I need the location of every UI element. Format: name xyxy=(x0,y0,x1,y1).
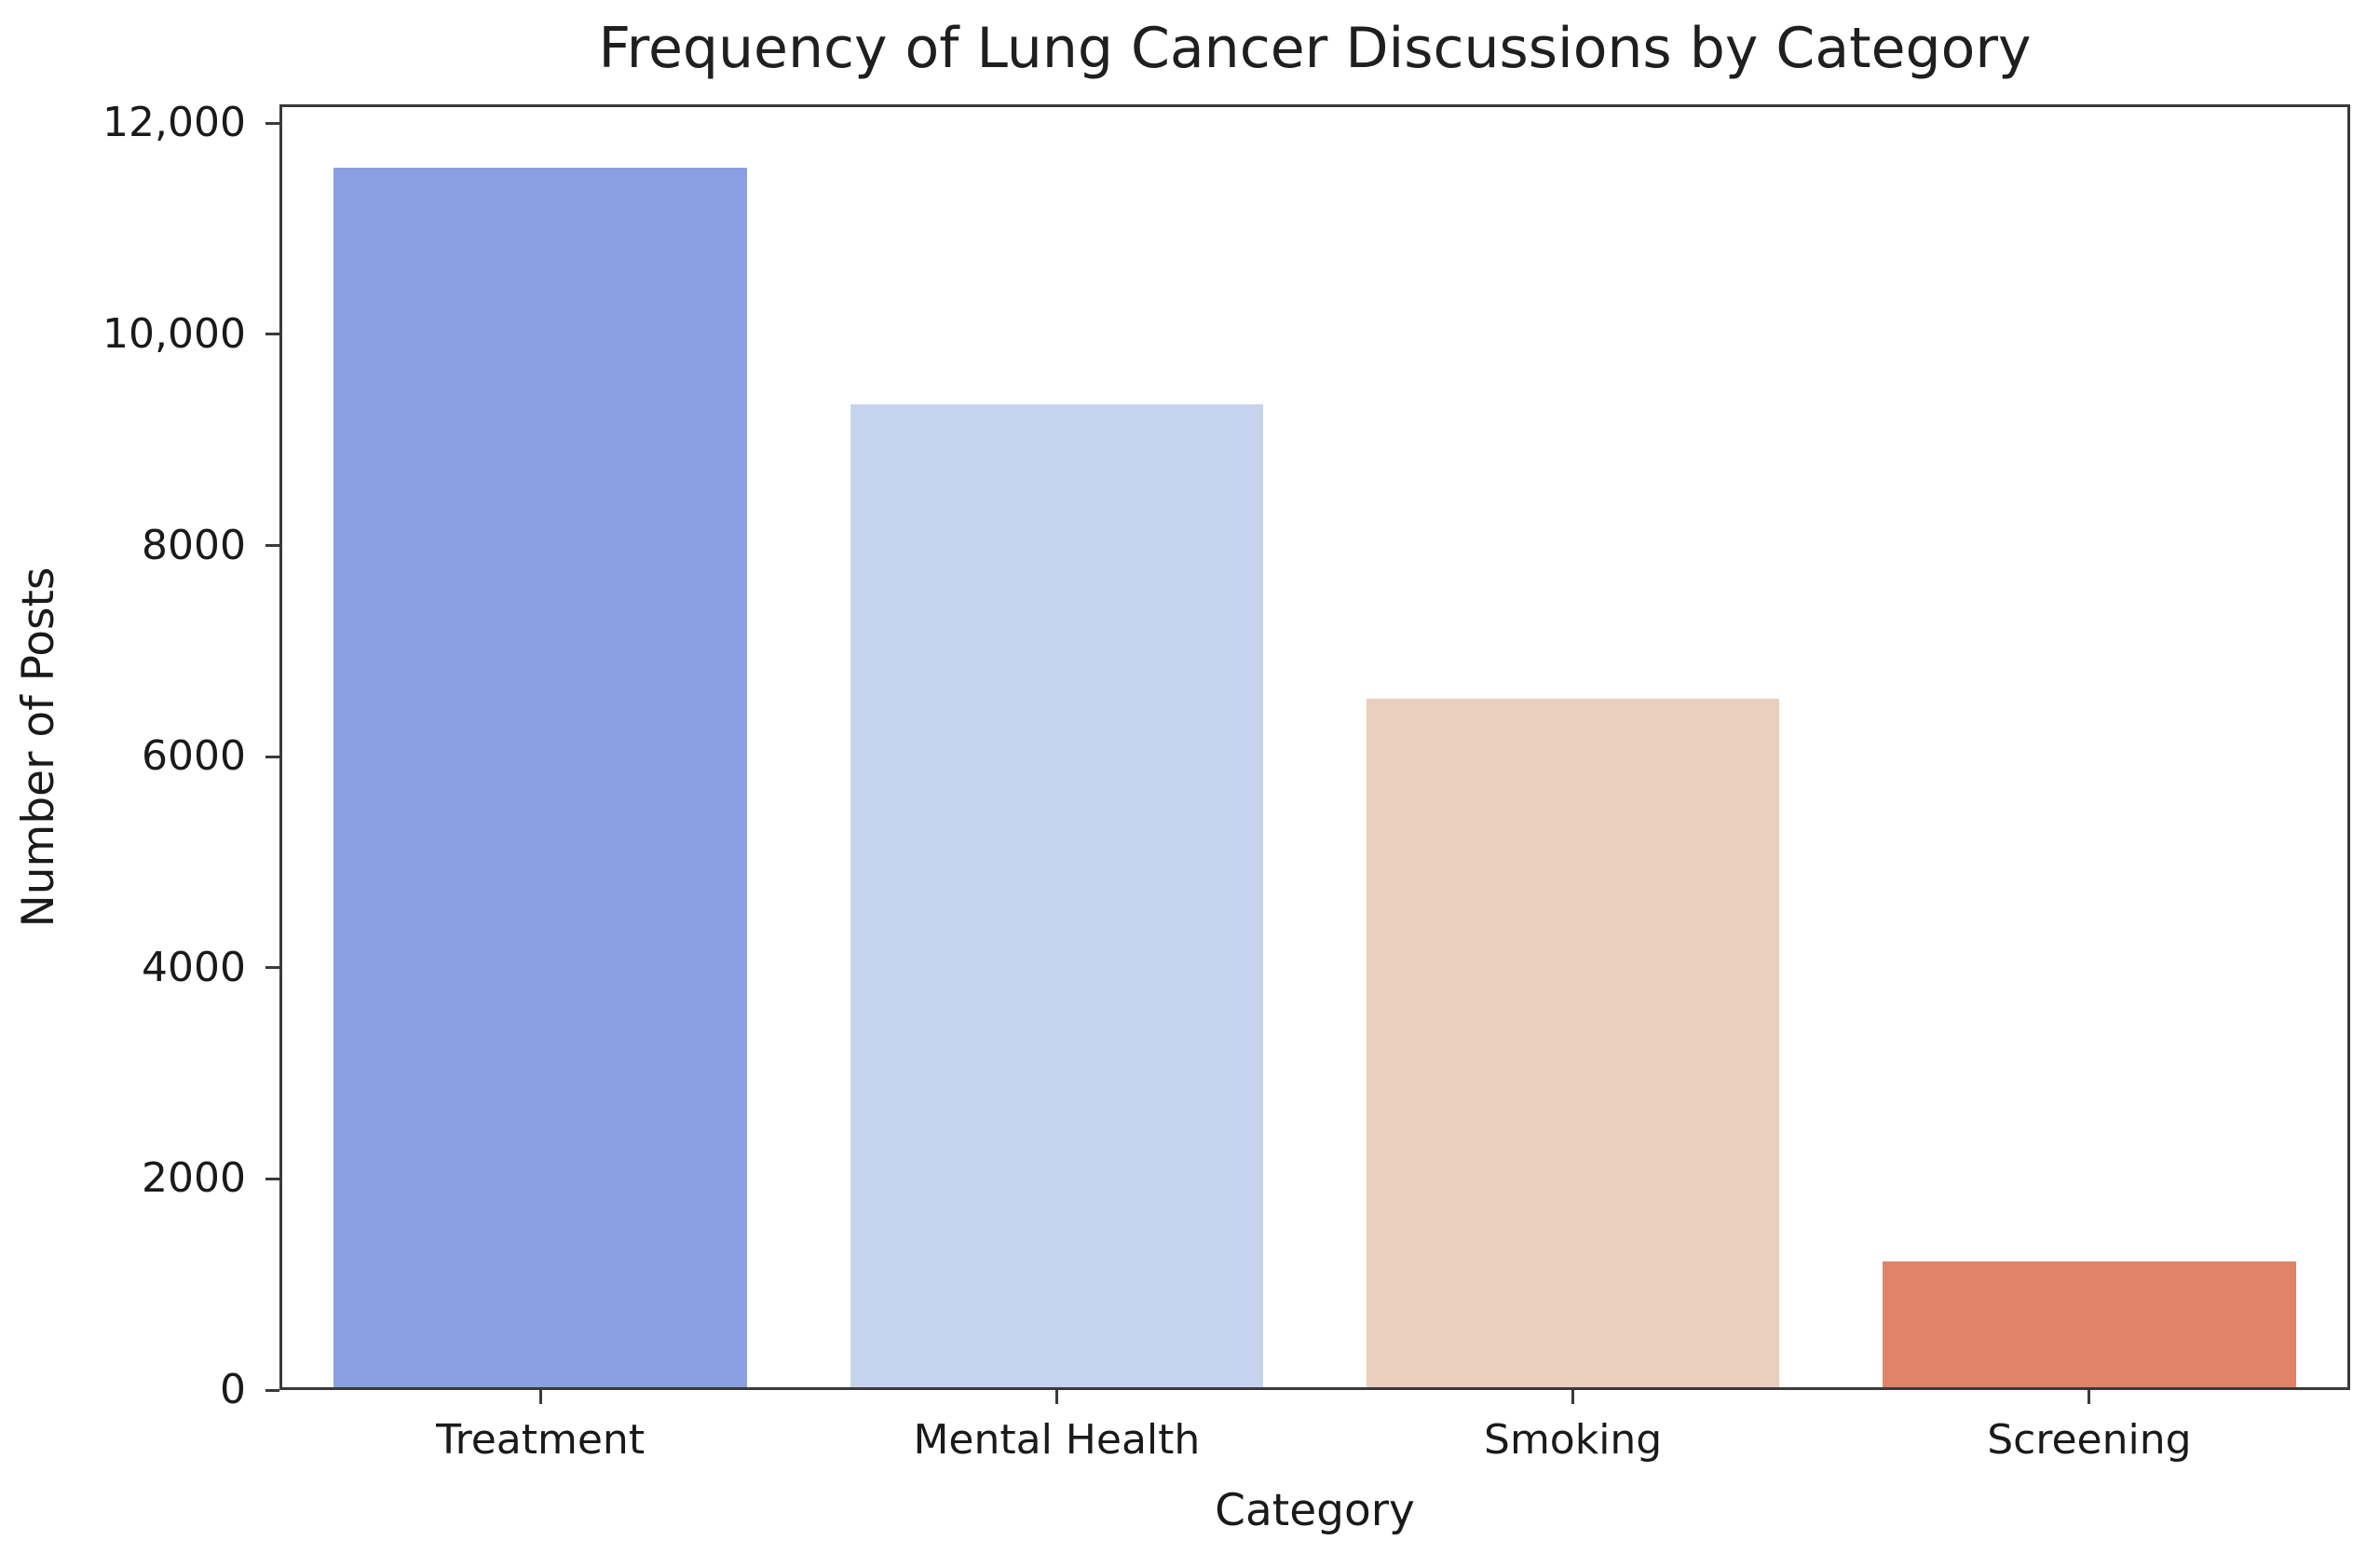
y-tick-label-2000: 2000 xyxy=(142,1154,246,1203)
x-axis-label: Category xyxy=(1215,1485,1415,1536)
chart-title: Frequency of Lung Cancer Discussions by … xyxy=(598,16,2032,81)
x-tick-treatment xyxy=(538,1390,542,1404)
y-tick-10000 xyxy=(265,333,279,336)
x-tick-label-treatment: Treatment xyxy=(436,1416,646,1464)
y-tick-2000 xyxy=(265,1177,279,1180)
x-tick-screening xyxy=(2088,1390,2091,1404)
bar-screening xyxy=(1883,1261,2296,1387)
x-tick-mental-health xyxy=(1054,1390,1058,1404)
x-tick-label-screening: Screening xyxy=(1987,1416,2192,1464)
bar-smoking xyxy=(1366,699,1780,1387)
x-tick-smoking xyxy=(1571,1390,1575,1404)
y-tick-label-0: 0 xyxy=(220,1366,246,1413)
y-tick-label-6000: 6000 xyxy=(142,732,246,781)
y-tick-12000 xyxy=(265,121,279,125)
x-tick-label-mental-health: Mental Health xyxy=(913,1416,1201,1464)
plot-area xyxy=(279,104,2350,1390)
y-tick-8000 xyxy=(265,544,279,548)
y-tick-0 xyxy=(265,1388,279,1392)
y-tick-label-10000: 10,000 xyxy=(102,309,246,358)
y-tick-6000 xyxy=(265,755,279,758)
bar-mental-health xyxy=(850,404,1264,1387)
y-tick-4000 xyxy=(265,966,279,970)
bar-treatment xyxy=(333,168,747,1387)
y-tick-label-4000: 4000 xyxy=(142,943,246,991)
x-tick-label-smoking: Smoking xyxy=(1484,1416,1663,1464)
y-tick-label-8000: 8000 xyxy=(142,521,246,569)
y-tick-label-12000: 12,000 xyxy=(102,99,246,147)
